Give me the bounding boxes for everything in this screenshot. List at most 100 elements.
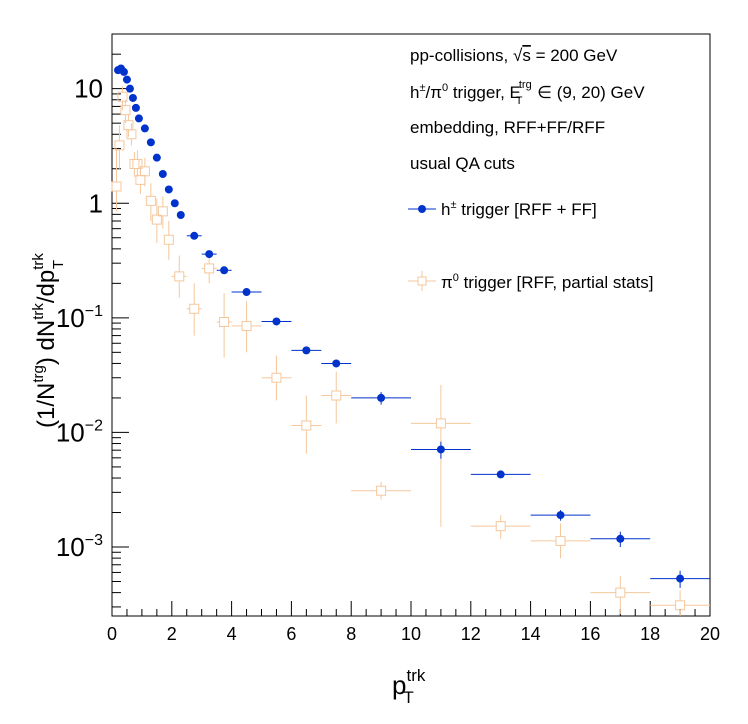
marker-square [271,372,282,383]
annotations: pp-collisions, √s = 200 GeV h±/π0 trigge… [410,46,645,173]
data-point [120,99,131,124]
annotation-embedding: embedding, RFF+FF/RFF [410,118,605,137]
x-tick-label: 8 [346,624,356,644]
x-tick-label: 12 [461,624,481,644]
marker-circle [146,138,155,147]
data-point [650,590,710,616]
x-tick-label: 4 [227,624,237,644]
data-point [158,170,167,179]
marker-square [241,320,252,331]
data-point [152,153,161,162]
marker-circle [131,103,140,112]
x-tick-label: 16 [580,624,600,644]
marker-square [139,166,150,177]
marker-square [495,521,506,532]
legend-marker-pi0 [408,271,436,291]
marker-square [163,234,174,245]
x-tick-labels: 0 2 4 6 8 10 12 14 16 18 20 [107,624,720,644]
marker-circle [332,359,341,368]
marker-circle [676,574,685,583]
data-point [139,157,150,187]
data-point [176,210,185,219]
data-point [321,359,352,368]
marker-circle [125,84,134,93]
y-tick-label: 10−3 [56,532,103,562]
marker-square [376,485,387,496]
x-axis-title: ptrk T [392,666,426,707]
data-point [170,199,179,208]
annotation-collisions: pp-collisions, √s = 200 GeV [410,46,618,65]
data-point [114,125,125,169]
marker-circle [170,199,179,208]
data-point [261,317,292,326]
marker-circle [164,185,173,194]
axis-ticks [111,33,711,616]
marker-circle [176,210,185,219]
marker-circle [134,114,143,123]
legend-label-h: h± trigger [RFF + FF] [441,199,597,219]
marker-circle [158,170,167,179]
data-point [201,250,217,259]
data-point [164,185,173,194]
y-axis-title: (1/Ntrg) dNtrk/dptrk T [30,253,67,428]
data-point [131,103,140,112]
data-point [128,93,137,102]
annotation-qa: usual QA cuts [410,154,515,173]
data-point [590,531,651,548]
data-point [122,75,131,84]
data-point [216,266,232,275]
data-point [134,114,143,123]
data-point [351,392,411,405]
series-pi0-trigger [111,86,710,616]
data-point [151,198,162,243]
data-point [261,355,292,401]
marker-circle [242,288,251,297]
data-point [111,148,122,212]
data-point [157,196,168,229]
marker-square [301,420,312,431]
marker-circle [122,75,131,84]
marker-square [555,535,566,546]
data-point [171,255,187,298]
marker-circle [377,393,386,402]
marker-square [114,140,125,151]
data-point [216,292,232,358]
marker-circle [272,317,281,326]
marker-square [189,303,200,314]
marker-square [675,600,686,611]
data-point [530,523,591,559]
legend: h± trigger [RFF + FF] π0 trigger [RFF, p… [408,199,653,292]
marker-circle [436,445,445,454]
data-point [163,221,174,260]
x-tick-label: 14 [521,624,541,644]
series-h-trigger [113,64,710,588]
x-tick-label: 6 [286,624,296,644]
data-point [650,570,710,588]
marker-circle [220,266,229,275]
data-point [119,67,128,76]
y-tick-label: 10−2 [56,417,103,447]
y-tick-label: 10−1 [56,303,103,333]
marker-circle [140,124,149,133]
marker-square [435,418,446,429]
x-tick-label: 0 [107,624,117,644]
data-point [201,254,217,284]
marker-square [219,316,230,327]
marker-circle [302,346,311,355]
data-point [140,124,149,133]
data-point [146,138,155,147]
y-tick-label: 1 [89,188,103,218]
data-point [231,288,262,297]
data-point [351,481,411,500]
data-point [530,510,591,521]
data-point [590,575,651,615]
legend-marker-h [408,205,436,213]
marker-square [132,159,143,170]
marker-circle [556,511,565,520]
marker-square [129,159,140,170]
marker-square [174,271,185,282]
data-point [321,371,352,424]
marker-square [117,91,128,102]
